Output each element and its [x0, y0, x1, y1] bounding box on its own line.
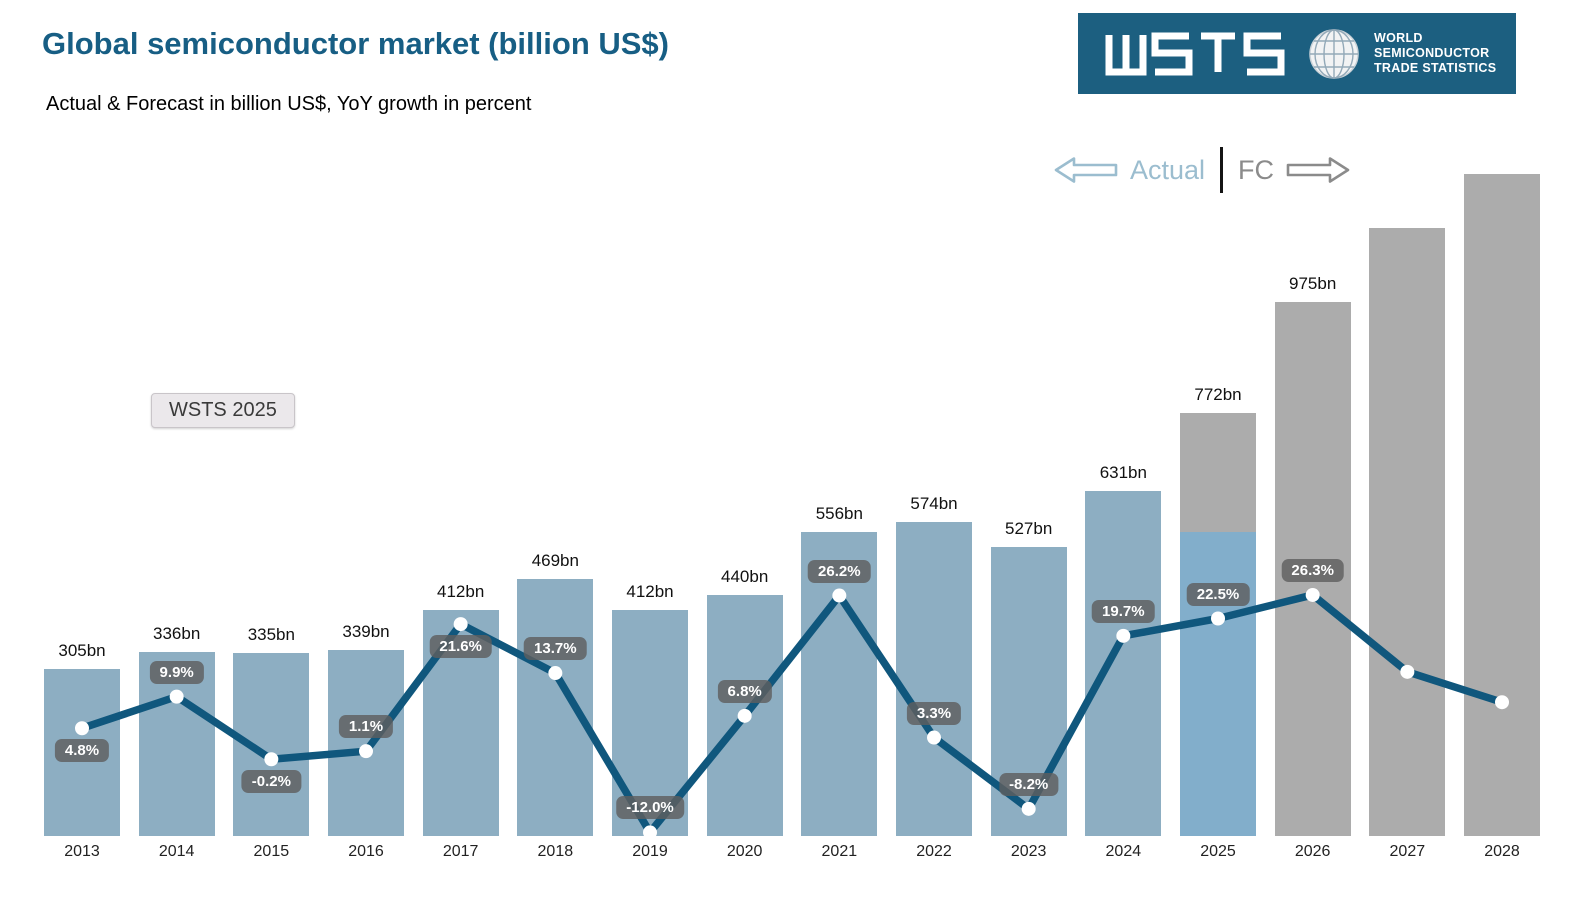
- globe-icon: [1309, 28, 1359, 79]
- growth-label-2019: -12.0%: [616, 796, 684, 820]
- year-tick-2023: 2023: [1010, 843, 1047, 860]
- growth-label-2022: 3.3%: [906, 701, 962, 725]
- bar-2016: [328, 650, 404, 836]
- bar-2025-actual-segment: [1180, 532, 1256, 836]
- bar-2020: [706, 595, 783, 836]
- growth-label-2014: 9.9%: [149, 660, 204, 684]
- year-tick-2018: 2018: [537, 843, 574, 860]
- value-label-2020: 440bn: [721, 567, 769, 587]
- year-tick-2019: 2019: [632, 843, 668, 860]
- arrow-right-icon: [1286, 157, 1350, 183]
- growth-label-2021: 26.2%: [808, 559, 871, 583]
- growth-label-2015: -0.2%: [241, 770, 301, 794]
- growth-label-2023: -8.2%: [999, 772, 1059, 796]
- value-label-2021: 556bn: [815, 503, 863, 523]
- year-tick-2026: 2026: [1294, 843, 1331, 860]
- legend-actual-label: Actual: [1130, 154, 1206, 185]
- year-tick-2013: 2013: [64, 843, 100, 860]
- value-label-2024: 631bn: [1099, 462, 1147, 482]
- year-tick-2016: 2016: [348, 843, 384, 860]
- arrow-left-icon: [1054, 157, 1118, 183]
- wsts-org-name: WORLD SEMICONDUCTOR TRADE STATISTICS: [1374, 31, 1497, 75]
- bar-2015: [233, 652, 310, 836]
- value-label-2019: 412bn: [626, 582, 674, 602]
- bar-2025-forecast-segment: [1180, 413, 1256, 533]
- year-tick-2027: 2027: [1389, 843, 1426, 860]
- growth-label-2018: 13.7%: [524, 637, 587, 661]
- year-tick-2020: 2020: [726, 843, 763, 860]
- value-label-2022: 574bn: [910, 493, 958, 513]
- value-label-2014: 336bn: [153, 624, 201, 644]
- year-tick-2015: 2015: [253, 843, 290, 860]
- year-tick-2028: 2028: [1484, 843, 1520, 860]
- year-tick-2017: 2017: [442, 843, 479, 860]
- actual-fc-legend: Actual FC: [1053, 146, 1351, 194]
- year-tick-2025: 2025: [1200, 843, 1236, 860]
- legend-fc-label: FC: [1238, 154, 1275, 185]
- bar-2018: [517, 579, 594, 836]
- value-label-2016: 339bn: [342, 622, 390, 642]
- growth-label-2017: 21.6%: [429, 635, 492, 659]
- value-label-2015: 335bn: [247, 624, 295, 644]
- wsts-logo-banner: WORLD SEMICONDUCTOR TRADE STATISTICS: [1078, 13, 1516, 94]
- value-label-2013: 305bn: [58, 641, 106, 660]
- growth-label-2016: 1.1%: [338, 715, 394, 739]
- page-subtitle: Actual & Forecast in billion US$, YoY gr…: [46, 93, 532, 115]
- bar-2027: [1369, 228, 1446, 836]
- growth-label-2013: 4.8%: [54, 739, 110, 763]
- wsts-2025-badge[interactable]: WSTS 2025: [151, 393, 295, 428]
- legend-divider: [1220, 147, 1224, 193]
- bar-2022: [896, 521, 972, 836]
- year-tick-2024: 2024: [1105, 843, 1142, 860]
- value-label-2017: 412bn: [437, 582, 485, 602]
- growth-label-2020: 6.8%: [717, 679, 772, 703]
- year-tick-2022: 2022: [916, 843, 952, 860]
- growth-label-2025: 22.5%: [1186, 582, 1250, 606]
- page-title: Global semiconductor market (billion US$…: [42, 26, 669, 61]
- value-label-2026: 975bn: [1289, 274, 1337, 294]
- growth-label-2024: 19.7%: [1092, 599, 1155, 623]
- bar-2028: [1464, 173, 1540, 836]
- bar-2024: [1085, 490, 1162, 836]
- value-label-2025: 772bn: [1194, 385, 1242, 405]
- year-tick-2021: 2021: [821, 843, 858, 860]
- growth-label-2026: 26.3%: [1281, 558, 1344, 582]
- value-label-2023: 527bn: [1005, 519, 1053, 539]
- year-tick-2014: 2014: [158, 843, 195, 860]
- value-label-2018: 469bn: [531, 551, 579, 571]
- wsts-wordmark-icon: [1105, 32, 1285, 75]
